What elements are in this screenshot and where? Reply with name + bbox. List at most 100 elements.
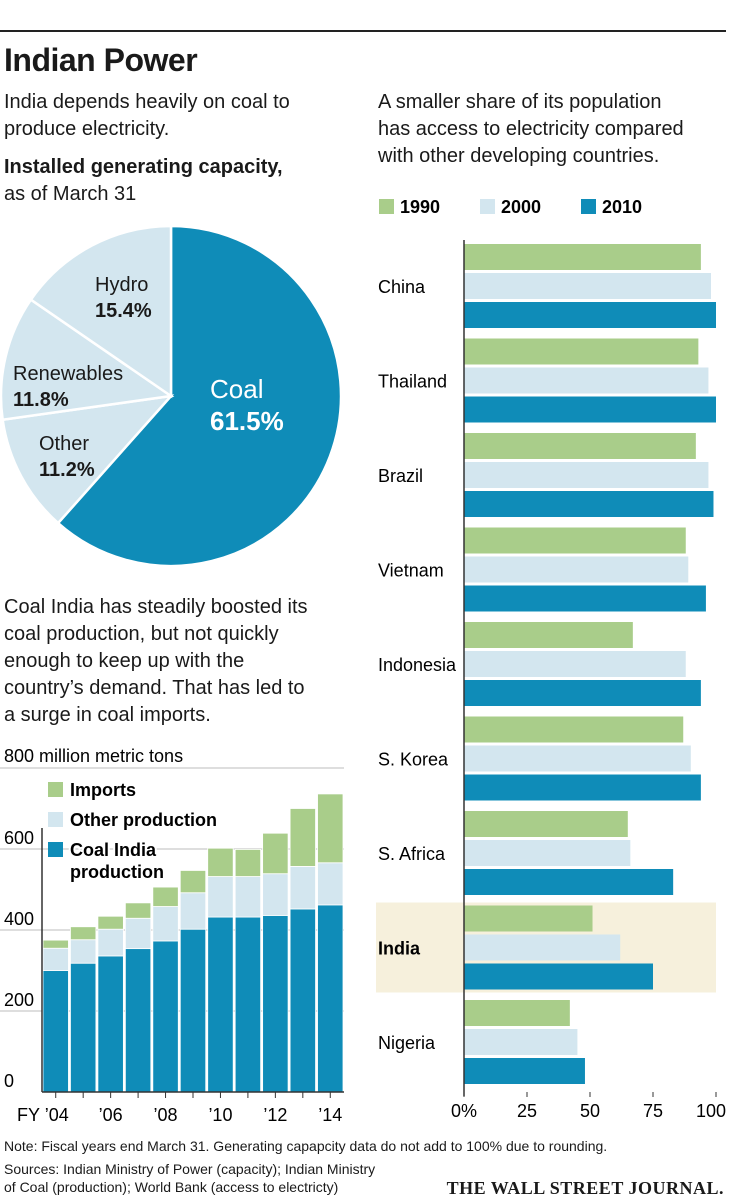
bar-other-production	[262, 873, 289, 916]
legend-swatch-2000	[480, 199, 495, 214]
bar-2010-thailand	[464, 396, 716, 423]
page-title: Indian Power	[4, 42, 198, 78]
bar-coal-india-production	[262, 915, 289, 1093]
bar-other-production	[152, 906, 179, 942]
legend-label: Other production	[70, 810, 217, 830]
category-label: S. Africa	[378, 844, 446, 864]
bar-1990-vietnam	[464, 527, 686, 554]
bar-2000-safrica	[464, 840, 631, 866]
legend-label: production	[70, 862, 164, 882]
x-tick-label: ’06	[99, 1105, 123, 1125]
wsj-logo: THE WALL STREET JOURNAL.	[446, 1178, 724, 1198]
bar-other-production	[179, 892, 207, 930]
bar-2000-thailand	[464, 367, 709, 394]
bar-1990-indonesia	[464, 622, 633, 648]
x-tick-label: ’10	[208, 1105, 232, 1125]
bar-1990-safrica	[464, 811, 628, 837]
bar-2000-india	[464, 934, 621, 961]
bar-1990-china	[464, 244, 701, 270]
top-rule	[0, 30, 726, 32]
category-label: Indonesia	[378, 655, 457, 675]
category-label: S. Korea	[378, 750, 449, 770]
footnote: Note: Fiscal years end March 31. Generat…	[4, 1138, 608, 1154]
pie-value-hydro: 15.4%	[95, 300, 152, 322]
bar-2010-brazil	[464, 491, 714, 517]
pie-slice-coal	[56, 224, 343, 568]
pie-slice-hydro	[29, 224, 173, 399]
pie-slice-renewables	[0, 297, 175, 422]
bar-2000-vietnam	[464, 556, 689, 583]
y-axis-top-label: 800 million metric tons	[4, 746, 183, 766]
bar-imports	[289, 808, 316, 867]
bar-coal-india-production	[179, 928, 207, 1093]
bar-2010-india	[464, 963, 653, 990]
legend-swatch	[48, 782, 63, 797]
bar-coal-india-production	[70, 962, 97, 1093]
bar-other-production	[234, 876, 262, 918]
pie-title: Installed generating capacity,	[4, 156, 283, 178]
bar-1990-thailand	[464, 338, 699, 365]
legend-label: Coal India	[70, 840, 157, 860]
pie-label-hydro: Hydro	[95, 274, 148, 296]
legend-label: Imports	[70, 780, 136, 800]
bar-intro-line: Coal India has steadily boosted its	[4, 596, 308, 618]
bar-2010-nigeria	[464, 1058, 585, 1084]
y-tick-label: 200	[4, 990, 34, 1010]
bar-other-production	[317, 862, 344, 906]
bar-2000-skorea	[464, 745, 691, 772]
bar-imports	[234, 849, 262, 877]
pie-intro: India depends heavily on coal to produce…	[4, 89, 290, 143]
category-label: Vietnam	[378, 561, 444, 581]
bar-1990-nigeria	[464, 1000, 570, 1026]
bar-imports	[317, 793, 344, 864]
x-tick-label: 50	[580, 1101, 600, 1121]
bar-imports	[97, 915, 124, 930]
pie-label-other: Other	[39, 433, 89, 455]
x-tick-label: 100	[696, 1101, 726, 1121]
pie-intro-line: India depends heavily on coal to	[4, 91, 290, 113]
pie-value-renewables: 11.8%	[13, 389, 69, 411]
bar-imports	[262, 832, 289, 875]
sources: Sources: Indian Ministry of Power (capac…	[4, 1160, 375, 1196]
legend-label-1990: 1990	[400, 197, 440, 217]
bar-2010-indonesia	[464, 680, 701, 706]
legend-swatch-1990	[379, 199, 394, 214]
bar-intro-line: coal production, but not quickly	[4, 623, 279, 645]
access-bar-chart: 1990 2000 2010 China Thailand Brazil Vietnam In…	[376, 197, 726, 1121]
legend-swatch	[48, 842, 63, 857]
bar-1990-brazil	[464, 433, 696, 459]
bar-imports	[152, 886, 179, 907]
bar-coal-india-production	[234, 916, 262, 1093]
bar-other-production	[97, 928, 124, 957]
bar-other-production	[289, 866, 316, 910]
legend-swatch	[48, 812, 63, 827]
bar-coal-india-production	[124, 948, 152, 1093]
bar-intro: Coal India has steadily boosted its coal…	[4, 594, 308, 729]
pie-slice-other	[1, 394, 175, 525]
legend-swatch-2010	[581, 199, 596, 214]
category-label: China	[378, 277, 426, 297]
bar-2010-vietnam	[464, 585, 706, 612]
x-tick-label: FY ’04	[17, 1105, 69, 1125]
category-label: Thailand	[378, 372, 447, 392]
access-intro-line: A smaller share of its population	[378, 91, 662, 113]
legend-label-2010: 2010	[602, 197, 642, 217]
y-tick-label: 0	[4, 1071, 14, 1091]
category-label: Brazil	[378, 466, 423, 486]
bar-imports	[124, 902, 152, 919]
y-tick-label: 400	[4, 909, 34, 929]
bar-coal-india-production	[97, 955, 124, 1093]
bar-imports	[207, 847, 234, 877]
bar-imports	[70, 926, 97, 941]
pie-label-coal: Coal	[210, 374, 263, 404]
bar-coal-india-production	[152, 940, 179, 1093]
category-label: Nigeria	[378, 1033, 436, 1053]
access-intro: A smaller share of its population has ac…	[378, 89, 684, 170]
stacked-bar-chart: 800 million metric tons 0 200 400 600 FY ’04 ’…	[0, 746, 344, 1125]
bar-2000-indonesia	[464, 651, 686, 677]
legend-label-2000: 2000	[501, 197, 541, 217]
bar-coal-india-production	[317, 904, 344, 1093]
bar-imports	[179, 870, 207, 894]
